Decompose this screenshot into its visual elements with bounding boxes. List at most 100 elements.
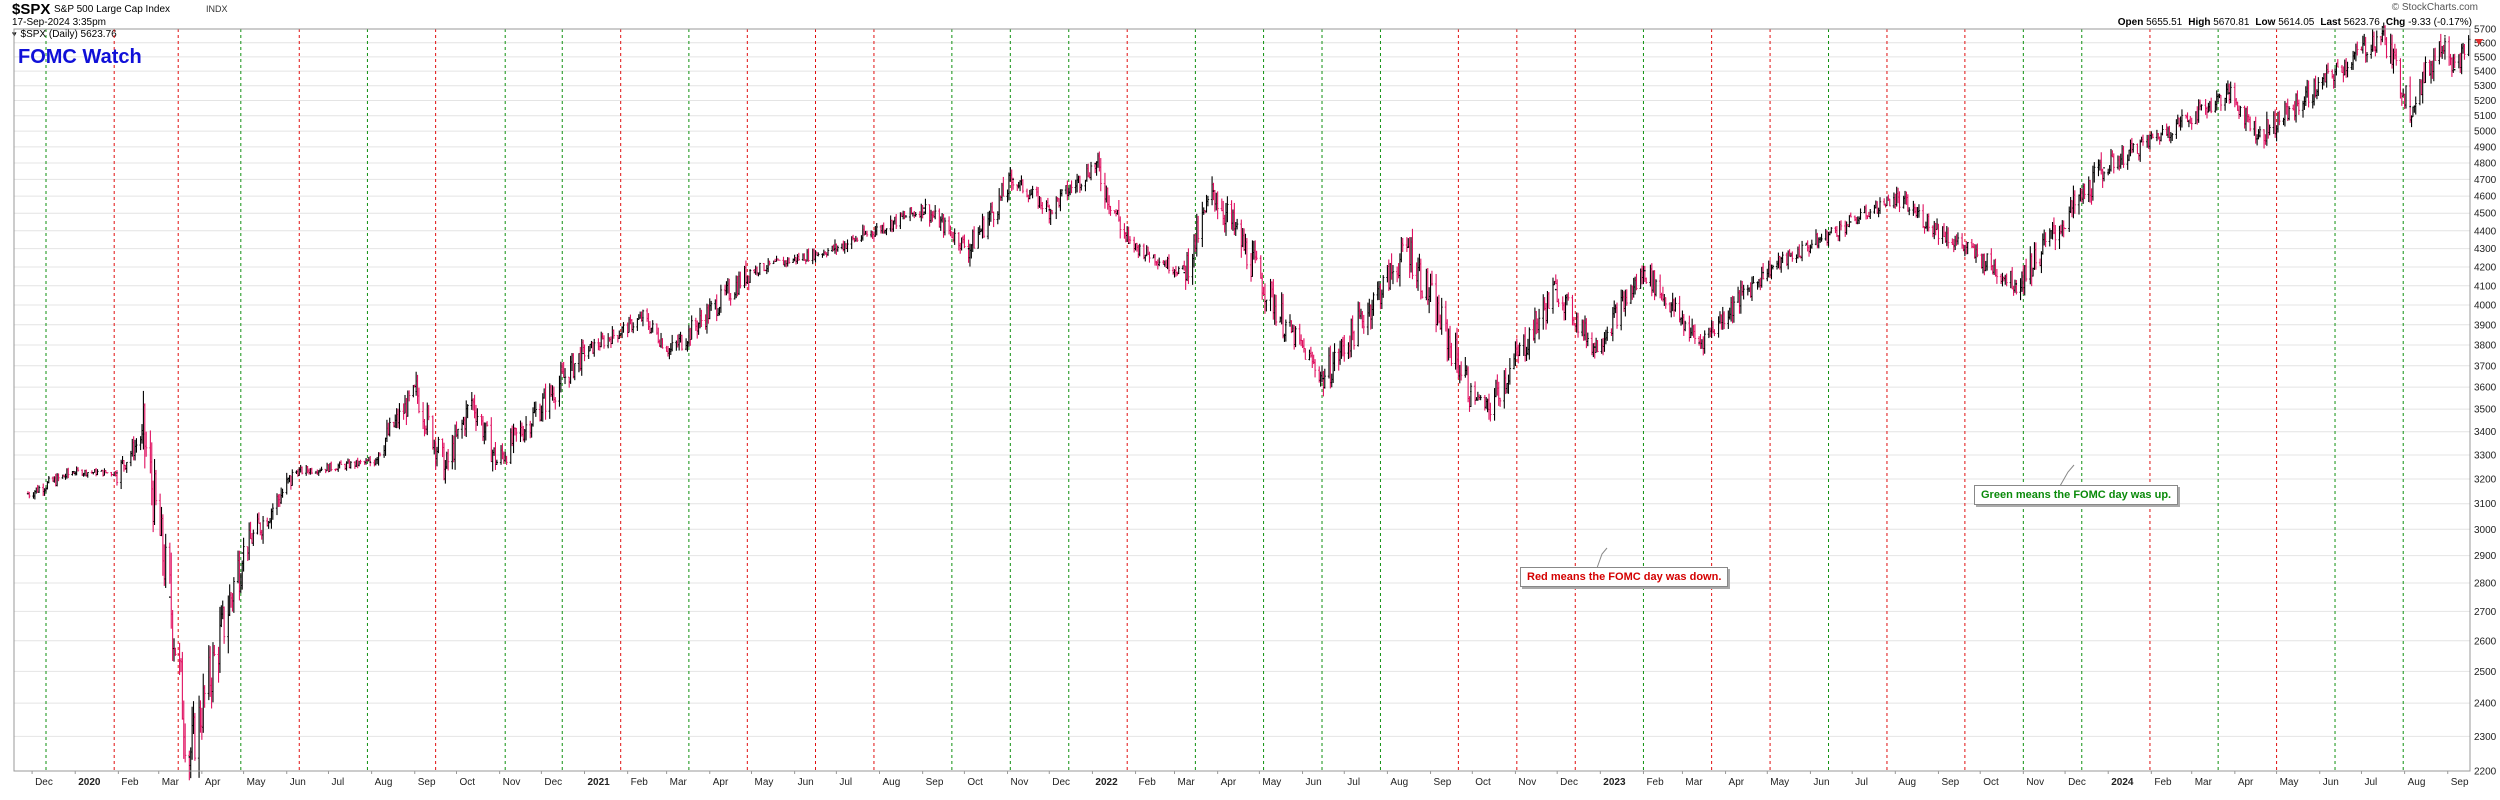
series-point bbox=[1285, 323, 1287, 326]
series-point bbox=[369, 461, 372, 463]
x-tick-label: Apr bbox=[713, 777, 729, 788]
series-point bbox=[1407, 246, 1410, 248]
y-tick-label: 2300 bbox=[2474, 732, 2497, 743]
series-point bbox=[2444, 35, 2446, 37]
y-tick-label: 5500 bbox=[2474, 52, 2497, 63]
series-point bbox=[1554, 288, 1557, 291]
open-value: 5655.51 bbox=[2146, 17, 2183, 28]
last-price-marker bbox=[2475, 39, 2483, 45]
x-tick-label: Oct bbox=[459, 777, 475, 788]
y-tick-label: 2500 bbox=[2474, 667, 2497, 678]
series-point bbox=[2409, 105, 2411, 108]
y-tick-label: 4200 bbox=[2474, 263, 2497, 274]
y-tick-label: 3300 bbox=[2474, 450, 2497, 461]
series-point bbox=[2103, 167, 2105, 169]
x-tick-label: 2023 bbox=[1603, 777, 1626, 788]
x-tick-label: May bbox=[754, 777, 773, 788]
series-point bbox=[444, 468, 447, 471]
x-tick-label: 2024 bbox=[2111, 777, 2134, 788]
series-point bbox=[1893, 197, 1895, 199]
x-tick-label: 2022 bbox=[1095, 777, 1118, 788]
note-green: Green means the FOMC day was up. bbox=[1974, 485, 2179, 505]
x-tick-label: Jun bbox=[290, 777, 306, 788]
index-name: S&P 500 Large Cap Index bbox=[54, 4, 171, 15]
y-tick-label: 4700 bbox=[2474, 175, 2497, 186]
series-point bbox=[2453, 68, 2456, 71]
series-point bbox=[749, 269, 751, 272]
x-tick-label: Sep bbox=[1434, 777, 1452, 788]
series-point bbox=[73, 470, 75, 473]
grid-layer bbox=[14, 28, 2470, 772]
x-tick-label: Jun bbox=[1306, 777, 1322, 788]
y-tick-label: 3100 bbox=[2474, 499, 2497, 510]
x-tick-label: Mar bbox=[1178, 777, 1196, 788]
series-point bbox=[496, 461, 498, 463]
x-tick-label: Aug bbox=[1898, 777, 1916, 788]
series-point bbox=[642, 317, 644, 319]
y-tick-label: 5300 bbox=[2474, 81, 2497, 92]
x-tick-label: Jun bbox=[1813, 777, 1829, 788]
y-tick-label: 4400 bbox=[2474, 226, 2497, 237]
x-tick-label: Apr bbox=[1729, 777, 1745, 788]
y-tick-label: 3000 bbox=[2474, 525, 2497, 536]
series-point bbox=[1486, 408, 1489, 410]
high-value: 5670.81 bbox=[2213, 17, 2250, 28]
x-tick-label: Nov bbox=[503, 777, 521, 788]
series-point bbox=[1762, 271, 1764, 274]
series-point bbox=[2259, 135, 2261, 137]
x-tick-label: Oct bbox=[1475, 777, 1491, 788]
x-tick-label: Jul bbox=[1347, 777, 1360, 788]
y-tick-label: 5400 bbox=[2474, 67, 2497, 78]
series-point bbox=[142, 433, 145, 435]
x-tick-label: Dec bbox=[1560, 777, 1578, 788]
x-tick-label: Dec bbox=[2068, 777, 2086, 788]
x-tick-label: Aug bbox=[883, 777, 901, 788]
x-tick-label: Nov bbox=[1518, 777, 1536, 788]
x-tick-label: Jul bbox=[1855, 777, 1868, 788]
y-tick-label: 2900 bbox=[2474, 551, 2497, 562]
series-point bbox=[1849, 221, 1852, 223]
series-point bbox=[188, 756, 191, 758]
chart-title: FOMC Watch bbox=[18, 46, 142, 68]
x-tick-label: Jul bbox=[839, 777, 852, 788]
y-tick-label: 4300 bbox=[2474, 244, 2497, 255]
y-tick-label: 4900 bbox=[2474, 142, 2497, 153]
y-tick-label: 4100 bbox=[2474, 281, 2497, 292]
series-point bbox=[116, 472, 118, 474]
chg-label: Chg bbox=[2385, 17, 2406, 28]
y-tick-label: 5600 bbox=[2474, 38, 2497, 49]
x-tick-label: Nov bbox=[2026, 777, 2044, 788]
low-value: 5614.05 bbox=[2278, 17, 2315, 28]
y-tick-label: 3900 bbox=[2474, 320, 2497, 331]
x-tick-label: Jun bbox=[2323, 777, 2339, 788]
chg-value: -9.33 (-0.17%) bbox=[2408, 17, 2472, 28]
x-tick-label: Feb bbox=[1646, 777, 1664, 788]
x-tick-label: Jul bbox=[2364, 777, 2377, 788]
x-tick-label: Aug bbox=[375, 777, 393, 788]
x-tick-label: Feb bbox=[121, 777, 139, 788]
y-tick-label: 2600 bbox=[2474, 636, 2497, 647]
y-tick-label: 3400 bbox=[2474, 427, 2497, 438]
last-value: 5623.76 bbox=[2343, 17, 2380, 28]
y-axis: 2200 2300 2400 2500 2600 2700 2800 2900 3000 3100… bbox=[2474, 25, 2497, 778]
series-point bbox=[1094, 162, 1096, 165]
y-tick-label: 5700 bbox=[2474, 25, 2497, 36]
y-tick-label: 3200 bbox=[2474, 474, 2497, 485]
series-point bbox=[169, 596, 171, 598]
x-tick-label: Feb bbox=[1139, 777, 1157, 788]
x-tick-label: Feb bbox=[2154, 777, 2172, 788]
note-red: Red means the FOMC day was down. bbox=[1520, 567, 1729, 587]
series-point bbox=[1470, 390, 1472, 393]
y-tick-label: 5000 bbox=[2474, 127, 2497, 138]
series-point bbox=[1593, 346, 1596, 348]
x-tick-label: Aug bbox=[2408, 777, 2426, 788]
x-tick-label: May bbox=[1262, 777, 1281, 788]
x-tick-label: Apr bbox=[205, 777, 221, 788]
series-point bbox=[1698, 342, 1700, 344]
y-tick-label: 4800 bbox=[2474, 158, 2497, 169]
x-tick-label: May bbox=[247, 777, 266, 788]
x-tick-label: May bbox=[2280, 777, 2299, 788]
note-red-pointer bbox=[1596, 547, 1608, 569]
x-tick-label: May bbox=[1770, 777, 1789, 788]
